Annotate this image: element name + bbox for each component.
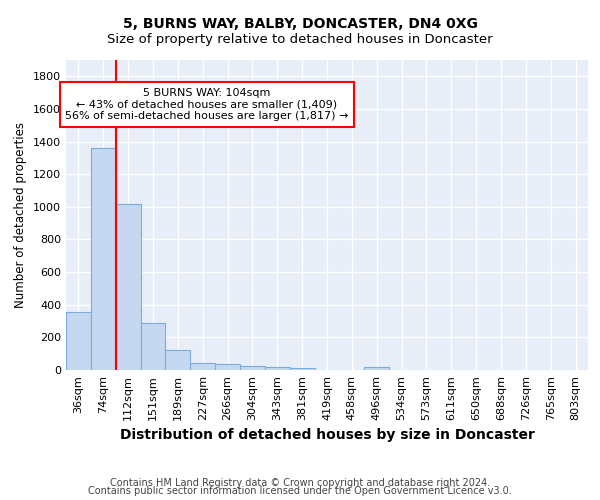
Y-axis label: Number of detached properties: Number of detached properties	[14, 122, 28, 308]
Bar	[215, 364, 240, 370]
Text: Size of property relative to detached houses in Doncaster: Size of property relative to detached ho…	[107, 32, 493, 46]
Bar	[265, 366, 290, 370]
Bar	[66, 312, 91, 370]
Bar	[190, 364, 215, 370]
Bar	[240, 366, 265, 370]
Text: Contains HM Land Registry data © Crown copyright and database right 2024.: Contains HM Land Registry data © Crown c…	[110, 478, 490, 488]
Text: 5, BURNS WAY, BALBY, DONCASTER, DN4 0XG: 5, BURNS WAY, BALBY, DONCASTER, DN4 0XG	[122, 18, 478, 32]
Bar	[166, 350, 190, 370]
Bar	[140, 322, 166, 370]
Bar	[364, 366, 389, 370]
Text: 5 BURNS WAY: 104sqm
← 43% of detached houses are smaller (1,409)
56% of semi-det: 5 BURNS WAY: 104sqm ← 43% of detached ho…	[65, 88, 349, 121]
Bar	[116, 204, 140, 370]
Text: Contains public sector information licensed under the Open Government Licence v3: Contains public sector information licen…	[88, 486, 512, 496]
Bar	[91, 148, 116, 370]
Bar	[290, 368, 314, 370]
X-axis label: Distribution of detached houses by size in Doncaster: Distribution of detached houses by size …	[119, 428, 535, 442]
